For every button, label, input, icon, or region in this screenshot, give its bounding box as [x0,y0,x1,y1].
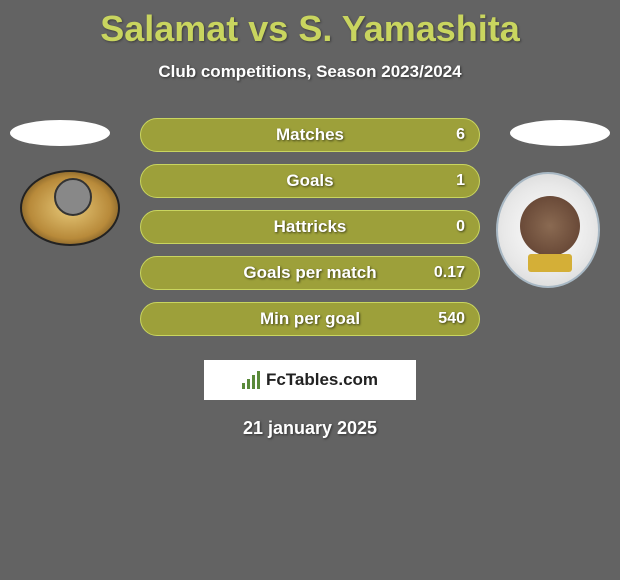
page-title: Salamat vs S. Yamashita [0,0,620,50]
stat-label: Goals [286,171,333,191]
stats-list: Matches 6 Goals 1 Hattricks 0 Goals per … [140,118,480,348]
stat-row: Goals 1 [140,164,480,198]
stat-label: Min per goal [260,309,360,329]
stat-row: Goals per match 0.17 [140,256,480,290]
stat-value-right: 6 [456,126,465,144]
player-shadow-left [10,120,110,146]
stat-value-right: 1 [456,172,465,190]
bar-chart-icon [242,371,260,389]
date-label: 21 january 2025 [0,418,620,439]
stat-value-right: 540 [438,310,465,328]
stat-row: Hattricks 0 [140,210,480,244]
stat-row: Matches 6 [140,118,480,152]
comparison-content: Matches 6 Goals 1 Hattricks 0 Goals per … [0,112,620,342]
stat-row: Min per goal 540 [140,302,480,336]
stat-label: Hattricks [274,217,347,237]
stat-value-right: 0 [456,218,465,236]
stat-value-right: 0.17 [434,264,465,282]
stat-label: Goals per match [243,263,376,283]
club-logo-left [20,170,120,246]
subtitle: Club competitions, Season 2023/2024 [0,62,620,82]
player-shadow-right [510,120,610,146]
branding-text: FcTables.com [266,370,378,390]
stat-label: Matches [276,125,344,145]
fctables-branding: FcTables.com [204,360,416,400]
club-logo-right [496,172,600,288]
